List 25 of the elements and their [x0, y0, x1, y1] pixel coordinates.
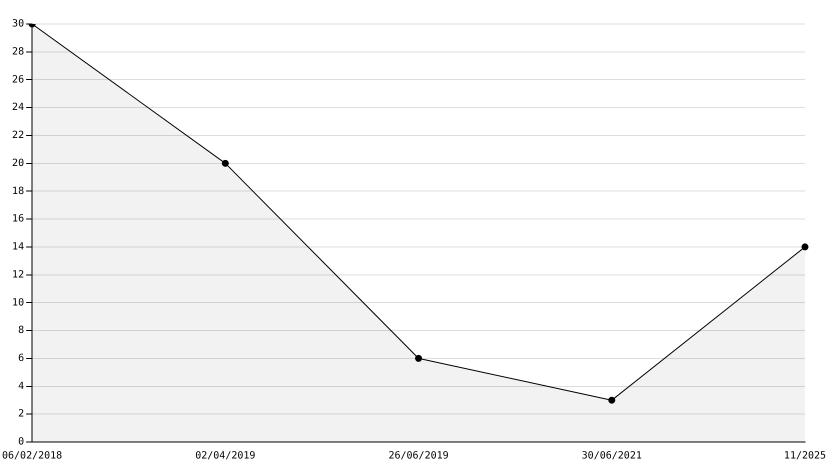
x-tick-label: 11/2025 [784, 450, 826, 462]
y-tick-label: 8 [18, 325, 24, 336]
y-tick-label: 24 [12, 102, 24, 114]
y-tick-label: 6 [18, 352, 24, 364]
x-tick-label: 02/04/2019 [195, 450, 256, 462]
y-tick-label: 10 [12, 297, 24, 308]
x-tick-label: 06/02/2018 [2, 450, 62, 462]
y-tick-label: 16 [12, 214, 24, 225]
y-tick-label: 28 [12, 46, 24, 58]
y-tick-label: 30 [12, 18, 24, 30]
point [802, 243, 808, 250]
point [608, 396, 616, 404]
x-tick-label: 30/06/2021 [582, 450, 642, 462]
y-tick-label: 0 [18, 436, 24, 448]
point [415, 354, 422, 362]
y-tick-label: 12 [12, 269, 24, 280]
y-tick-label: 26 [12, 74, 24, 86]
y-tick-label: 4 [18, 380, 24, 392]
y-tick-label: 22 [12, 130, 24, 142]
y-tick-label: 20 [12, 158, 24, 169]
point [222, 160, 229, 167]
y-tick-label: 14 [12, 242, 24, 253]
y-tick-label: 2 [18, 408, 24, 420]
y-tick-label: 18 [12, 186, 24, 197]
x-tick-label: 26/06/2019 [388, 450, 449, 462]
